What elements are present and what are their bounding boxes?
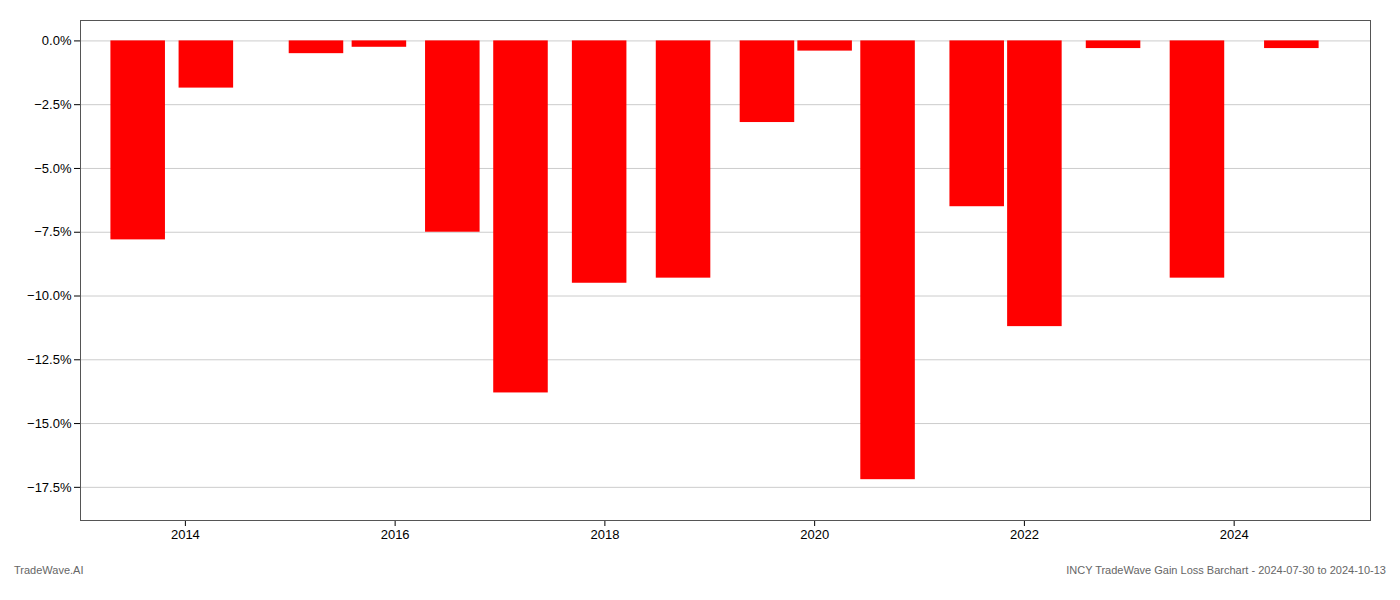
svg-text:2016: 2016 <box>381 527 410 542</box>
svg-text:−5.0%: −5.0% <box>34 161 72 176</box>
svg-text:−10.0%: −10.0% <box>27 288 72 303</box>
svg-text:−7.5%: −7.5% <box>34 224 72 239</box>
svg-text:2024: 2024 <box>1220 527 1249 542</box>
svg-text:−2.5%: −2.5% <box>34 97 72 112</box>
svg-text:2020: 2020 <box>800 527 829 542</box>
svg-text:0.0%: 0.0% <box>42 33 72 48</box>
svg-text:2014: 2014 <box>171 527 200 542</box>
svg-text:−12.5%: −12.5% <box>27 352 72 367</box>
svg-text:−17.5%: −17.5% <box>27 479 72 494</box>
svg-text:2018: 2018 <box>590 527 619 542</box>
svg-text:−15.0%: −15.0% <box>27 416 72 431</box>
svg-text:2022: 2022 <box>1010 527 1039 542</box>
html-text:TradeWave.AI: TradeWave.AI <box>14 564 84 576</box>
html-text:INCY TradeWave Gain Loss Barch: INCY TradeWave Gain Loss Barchart - 2024… <box>1066 564 1386 576</box>
